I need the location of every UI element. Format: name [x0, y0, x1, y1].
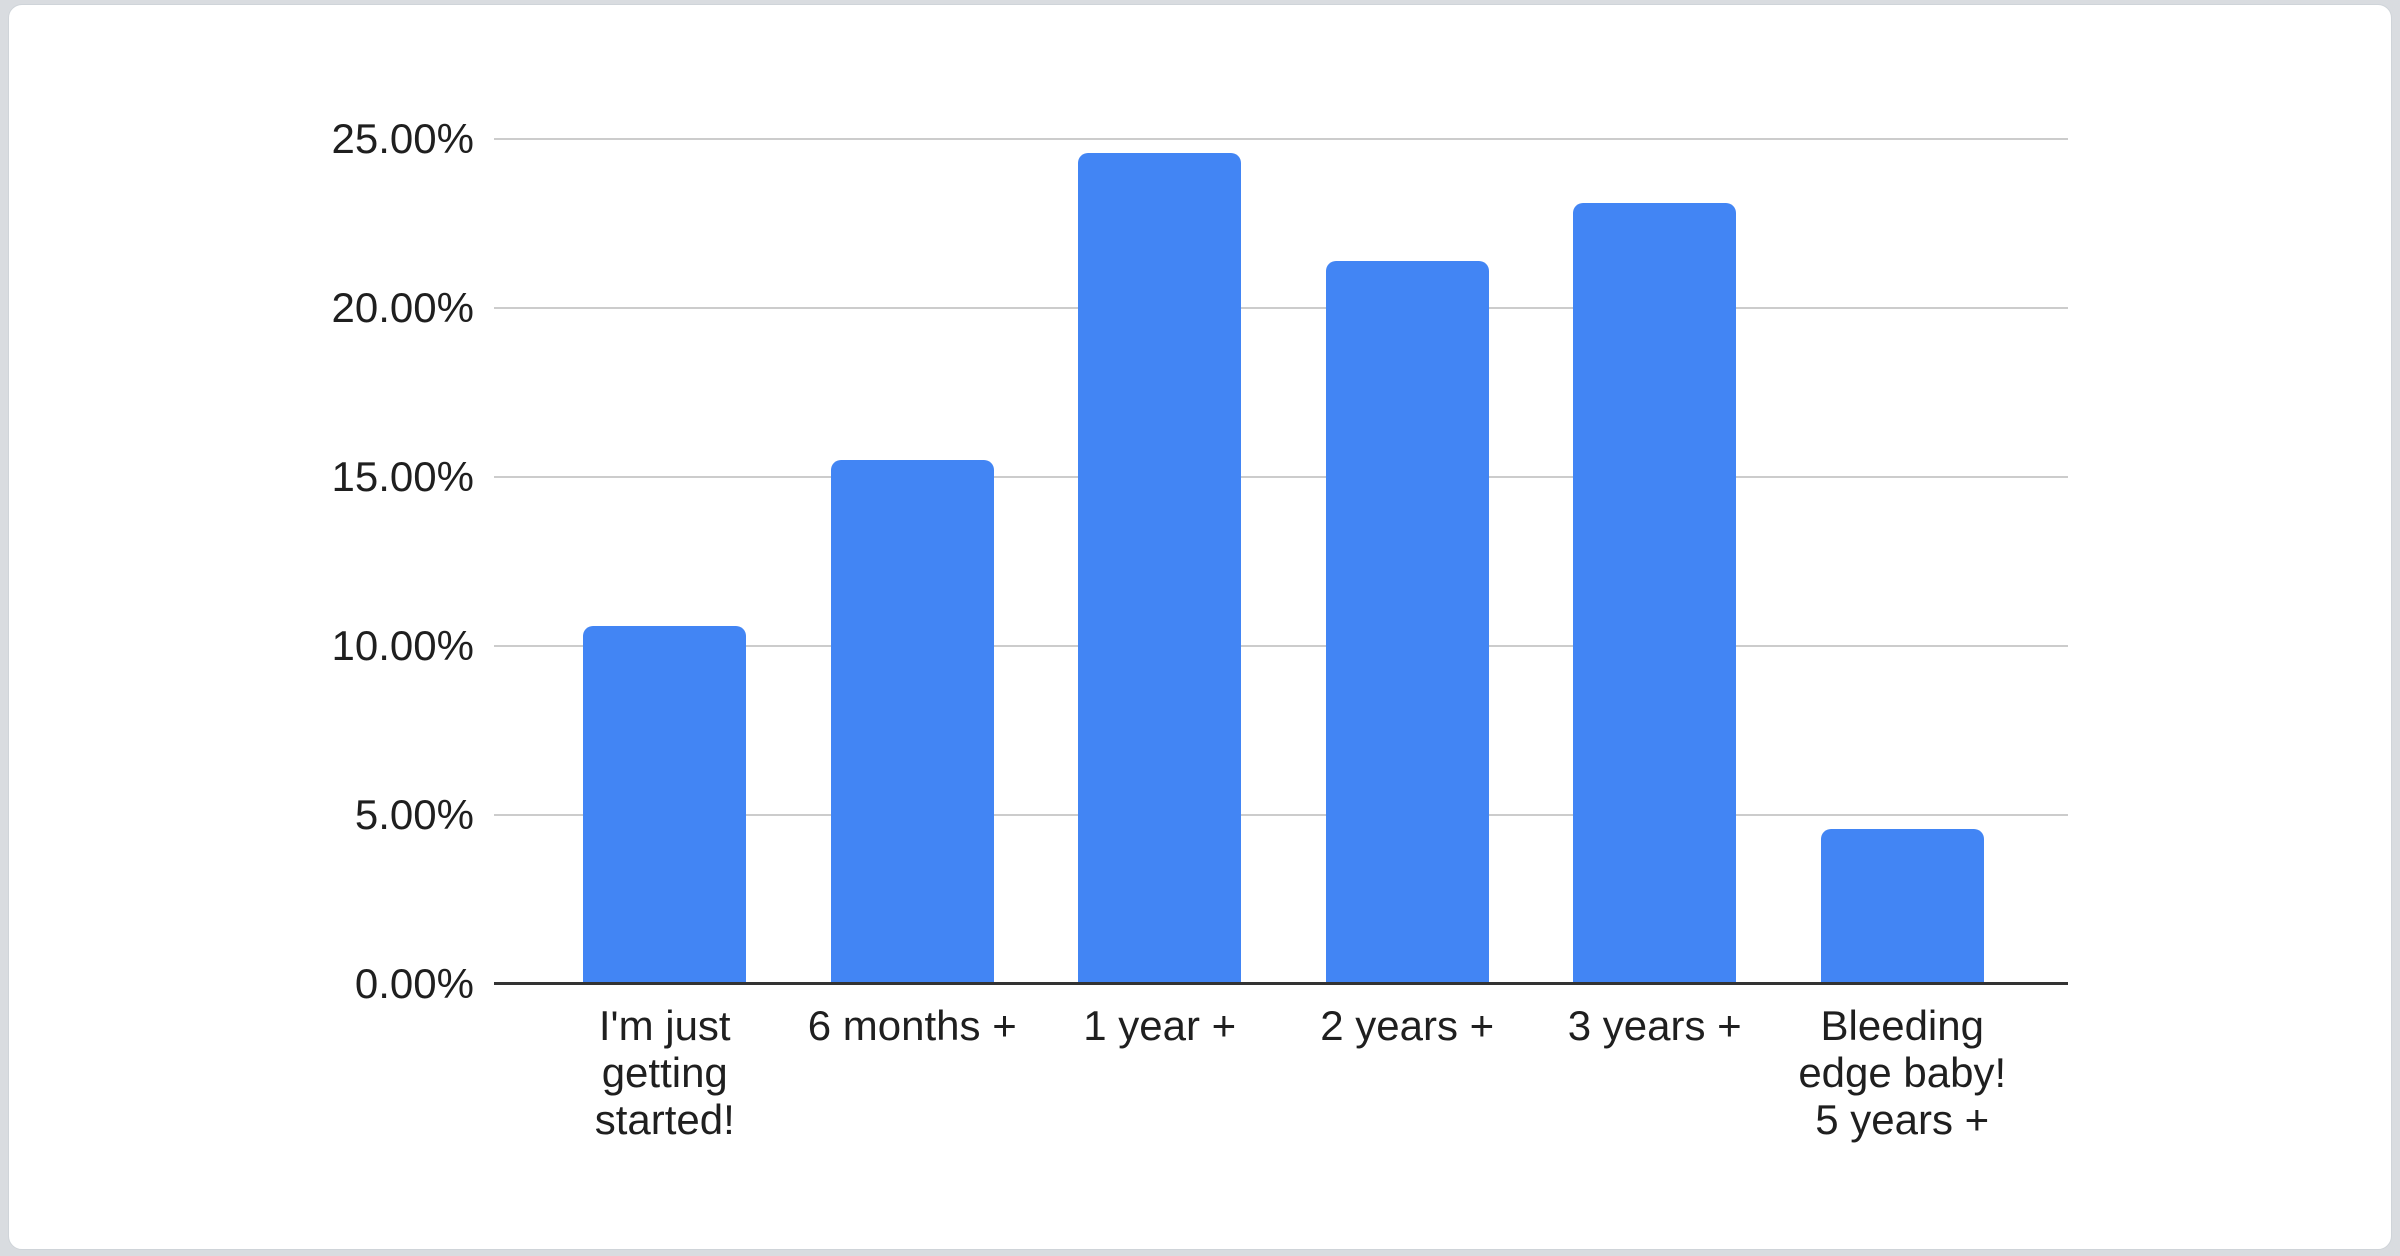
- x-axis-category-label: I'm just getting started!: [541, 1002, 789, 1143]
- bar-slot: [1779, 139, 2027, 984]
- bar: [1573, 203, 1737, 984]
- x-axis-category-label-line: getting: [601, 1049, 728, 1096]
- x-axis-category-label-line: 5 years +: [1815, 1096, 1990, 1143]
- gridline: [494, 138, 2068, 140]
- x-axis-category-label-line: 1 year +: [1083, 1002, 1237, 1049]
- plot-area: [494, 138, 2068, 985]
- gridline: [494, 476, 2068, 478]
- x-axis-category-label-line: started!: [594, 1096, 735, 1143]
- bar-slot: [789, 139, 1037, 984]
- gridline: [494, 645, 2068, 647]
- x-axis-labels: I'm just getting started! 6 months + 1 year …: [541, 1002, 2026, 1143]
- gridline: [494, 814, 2068, 816]
- bar: [1820, 828, 1984, 984]
- x-axis-category-label: 3 years +: [1531, 1002, 1779, 1143]
- bar-slot: [1036, 139, 1284, 984]
- x-axis-category-label-line: edge baby!: [1798, 1049, 2007, 1096]
- x-axis-category-label-line: 6 months +: [807, 1002, 1017, 1049]
- y-axis-tick-label: 25.00%: [331, 115, 474, 162]
- bar-series: [541, 139, 2026, 984]
- bar-slot: [541, 139, 789, 984]
- x-axis-category-label-line: 2 years +: [1320, 1002, 1495, 1049]
- y-axis-tick-label: 20.00%: [331, 284, 474, 331]
- bar: [1325, 260, 1489, 984]
- y-axis: 0.00% 5.00% 10.00% 15.00% 20.00% 25.00%: [241, 116, 474, 1007]
- bar: [830, 460, 994, 984]
- y-axis-tick-label: 0.00%: [354, 960, 474, 1007]
- y-axis-tick-label: 5.00%: [354, 791, 474, 838]
- bar: [583, 625, 747, 984]
- x-axis-category-label: 1 year +: [1036, 1002, 1284, 1143]
- y-axis-tick-label: 15.00%: [331, 453, 474, 500]
- x-axis-line: [494, 982, 2068, 985]
- x-axis-category-label: 2 years +: [1284, 1002, 1532, 1143]
- x-axis-category-label-line: I'm just: [598, 1002, 731, 1049]
- bar: [1078, 152, 1242, 984]
- x-axis-category-label: 6 months +: [789, 1002, 1037, 1143]
- chart-card: 0.00% 5.00% 10.00% 15.00% 20.00% 25.00% I'm j…: [8, 4, 2392, 1250]
- x-axis-category-label: Bleeding edge baby! 5 years +: [1779, 1002, 2027, 1143]
- x-axis-category-label-line: Bleeding: [1820, 1002, 1984, 1049]
- x-axis-category-label-line: 3 years +: [1567, 1002, 1742, 1049]
- gridline: [494, 307, 2068, 309]
- y-axis-tick-label: 10.00%: [331, 622, 474, 669]
- bar-slot: [1531, 139, 1779, 984]
- bar-slot: [1284, 139, 1532, 984]
